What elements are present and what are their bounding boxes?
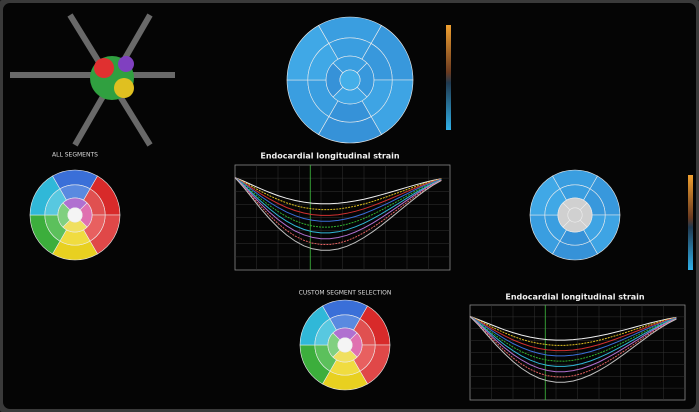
strain-curve xyxy=(469,315,677,341)
panel-label: ALL SEGMENTS xyxy=(52,152,98,159)
strain-curve xyxy=(234,177,442,228)
segment xyxy=(337,337,353,353)
strain-curve xyxy=(234,177,442,234)
color-scale xyxy=(688,175,693,270)
strain-curve xyxy=(234,177,442,251)
strain-curve xyxy=(469,315,677,346)
strain-curve xyxy=(469,315,677,352)
strain-curve xyxy=(469,315,677,362)
chart-title: Endocardial longitudinal strain xyxy=(260,152,400,161)
strain-curve xyxy=(234,177,442,240)
3d-heart-model xyxy=(10,13,175,147)
chart-title: Endocardial longitudinal strain xyxy=(505,293,645,302)
segment xyxy=(67,207,83,223)
panel-label: CUSTOM SEGMENT SELECTION xyxy=(299,290,392,297)
strain-curve xyxy=(234,177,442,245)
segment xyxy=(567,207,583,223)
segment xyxy=(339,69,361,91)
strain-curve xyxy=(469,316,677,383)
strain-curve xyxy=(469,316,677,378)
strain-curve xyxy=(234,177,442,211)
strain-curve xyxy=(469,316,677,367)
strain-curve xyxy=(469,316,677,373)
strain-curve xyxy=(234,177,442,222)
strain-curve xyxy=(234,177,442,205)
strain-curve xyxy=(469,315,677,357)
strain-curve xyxy=(234,177,442,216)
color-scale xyxy=(446,25,451,130)
